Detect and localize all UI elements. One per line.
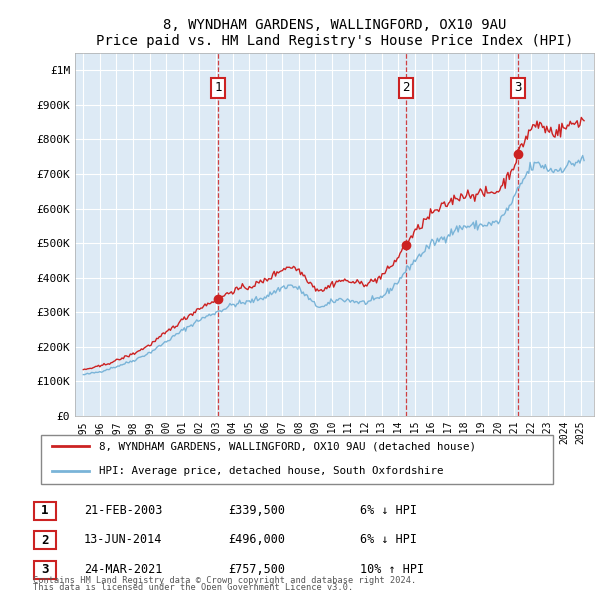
Text: 3: 3 [41,563,49,576]
Text: HPI: Average price, detached house, South Oxfordshire: HPI: Average price, detached house, Sout… [100,466,444,476]
Text: 24-MAR-2021: 24-MAR-2021 [84,563,163,576]
Text: 2: 2 [41,534,49,547]
Title: 8, WYNDHAM GARDENS, WALLINGFORD, OX10 9AU
Price paid vs. HM Land Registry's Hous: 8, WYNDHAM GARDENS, WALLINGFORD, OX10 9A… [96,18,573,48]
Text: 6% ↓ HPI: 6% ↓ HPI [360,504,417,517]
Text: 8, WYNDHAM GARDENS, WALLINGFORD, OX10 9AU (detached house): 8, WYNDHAM GARDENS, WALLINGFORD, OX10 9A… [100,441,476,451]
Text: 2: 2 [402,81,410,94]
Text: 10% ↑ HPI: 10% ↑ HPI [360,563,424,576]
Text: Contains HM Land Registry data © Crown copyright and database right 2024.: Contains HM Land Registry data © Crown c… [33,576,416,585]
Text: 13-JUN-2014: 13-JUN-2014 [84,533,163,546]
FancyBboxPatch shape [34,532,56,549]
Text: £496,000: £496,000 [228,533,285,546]
Text: 1: 1 [214,81,222,94]
Text: 3: 3 [514,81,522,94]
Text: 6% ↓ HPI: 6% ↓ HPI [360,533,417,546]
Text: £339,500: £339,500 [228,504,285,517]
FancyBboxPatch shape [41,435,553,484]
Text: 1: 1 [41,504,49,517]
Text: £757,500: £757,500 [228,563,285,576]
Text: 21-FEB-2003: 21-FEB-2003 [84,504,163,517]
FancyBboxPatch shape [34,502,56,520]
FancyBboxPatch shape [34,561,56,579]
Text: This data is licensed under the Open Government Licence v3.0.: This data is licensed under the Open Gov… [33,584,353,590]
